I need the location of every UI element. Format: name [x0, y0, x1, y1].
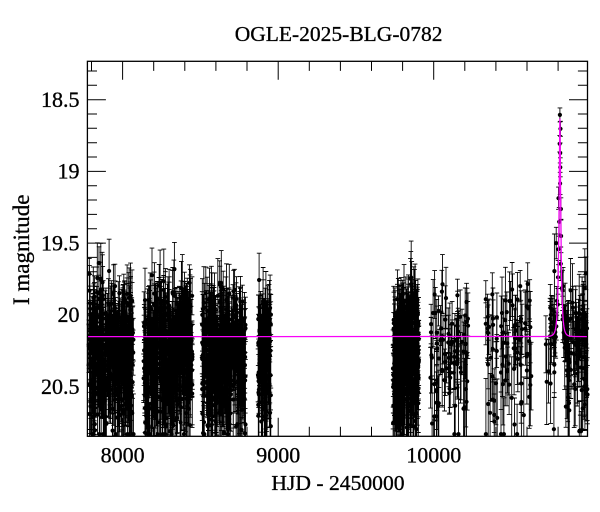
svg-text:19: 19 [58, 159, 80, 184]
svg-text:20: 20 [58, 302, 80, 327]
svg-text:20.5: 20.5 [41, 374, 80, 399]
svg-text:9000: 9000 [256, 443, 300, 468]
svg-text:10000: 10000 [406, 443, 461, 468]
svg-text:8000: 8000 [101, 443, 145, 468]
svg-text:19.5: 19.5 [41, 230, 80, 255]
svg-text:HJD - 2450000: HJD - 2450000 [271, 471, 404, 495]
svg-text:18.5: 18.5 [41, 87, 80, 112]
svg-text:I magnitude: I magnitude [9, 195, 34, 305]
svg-text:OGLE-2025-BLG-0782: OGLE-2025-BLG-0782 [235, 22, 443, 46]
